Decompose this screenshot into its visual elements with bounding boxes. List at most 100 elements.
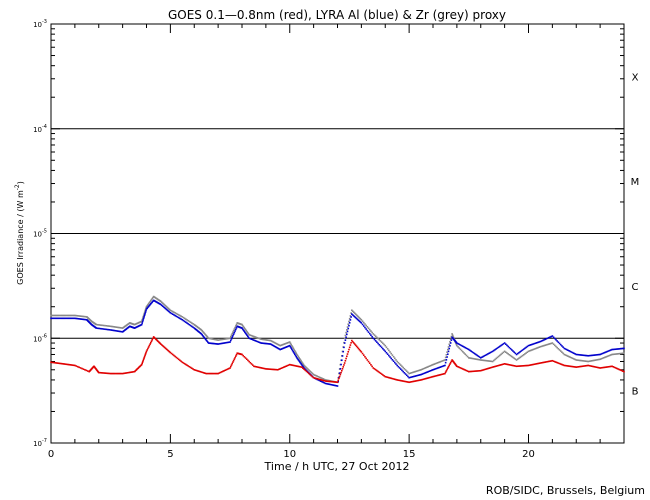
series-point (146, 349, 149, 351)
series-point (551, 359, 554, 362)
series-point (446, 356, 448, 358)
series-point (343, 364, 345, 366)
series-point (202, 334, 204, 337)
series-point (160, 301, 163, 304)
series-point (607, 350, 610, 352)
series-point (232, 333, 235, 335)
series-point (493, 366, 495, 368)
series-point (596, 358, 599, 361)
series-point (457, 366, 459, 368)
series-point (56, 314, 58, 317)
series-point (343, 337, 346, 340)
series-point (278, 344, 281, 346)
series-point (607, 365, 610, 368)
series-point (181, 319, 184, 321)
series-point (514, 358, 517, 360)
series-point (303, 367, 305, 369)
series-point (216, 339, 218, 341)
series-point (468, 348, 470, 351)
series-point (84, 318, 87, 321)
series-point (272, 341, 275, 343)
series-point (229, 335, 232, 338)
series-point (273, 368, 276, 371)
y-tick-label-base: 10 (33, 126, 42, 134)
series-point (142, 317, 145, 320)
series-point (203, 336, 206, 339)
series-point (346, 355, 348, 358)
series-point (579, 359, 581, 362)
series-point (485, 359, 488, 362)
series-point (124, 372, 126, 374)
series-point (287, 341, 289, 344)
series-point (488, 360, 490, 362)
series-point (301, 361, 303, 363)
series-point (396, 379, 398, 381)
series-point (448, 364, 451, 367)
series-point (507, 353, 510, 355)
series-point (309, 371, 312, 373)
series-point (567, 355, 569, 357)
series-point (404, 369, 407, 371)
series-point (292, 347, 295, 350)
series-point (567, 365, 569, 367)
series-point (583, 354, 586, 357)
series-point (199, 370, 202, 373)
series-point (298, 360, 300, 362)
series-point (502, 363, 505, 365)
series-point (216, 372, 218, 375)
series-point (348, 320, 350, 323)
series-point (231, 362, 234, 365)
series-point (265, 339, 267, 341)
series-point (420, 373, 422, 376)
series-point (501, 363, 504, 366)
series-point (293, 349, 296, 352)
series-point (524, 347, 526, 350)
series-point (433, 363, 435, 365)
series-point (180, 315, 182, 318)
series-point (607, 355, 610, 357)
series-point (260, 367, 262, 369)
series-point (399, 368, 402, 370)
series-point (380, 373, 383, 375)
series-point (257, 341, 260, 343)
series-point (180, 318, 182, 320)
series-point (218, 343, 221, 345)
series-point (58, 314, 61, 317)
series-point (349, 315, 352, 317)
series-point (143, 316, 145, 318)
series-point (58, 362, 61, 365)
series-point (203, 372, 205, 374)
series-point (432, 368, 434, 371)
series-point (63, 317, 65, 320)
x-tick-label: 5 (167, 449, 173, 460)
series-point (169, 351, 172, 354)
series-point (210, 372, 212, 375)
series-point (296, 353, 298, 356)
flare-class-label-m: M (631, 177, 640, 188)
series-point (373, 334, 376, 336)
series-point (594, 366, 597, 368)
series-point (348, 324, 350, 327)
series-point (248, 360, 250, 363)
series-point (438, 361, 440, 364)
series-point (247, 359, 249, 362)
series-point (62, 317, 64, 320)
series-point (479, 359, 482, 361)
series-point (502, 343, 505, 345)
series-point (140, 320, 143, 323)
series-point (466, 370, 469, 372)
series-point (547, 360, 550, 363)
series-point (362, 354, 365, 356)
series-point (361, 352, 364, 355)
series-point (181, 361, 184, 364)
series-point (166, 349, 169, 351)
y-tick-label-exponent: -4 (42, 124, 47, 130)
series-point (622, 370, 624, 372)
series-point (563, 347, 566, 350)
series-point (383, 343, 385, 346)
series-point (402, 380, 404, 382)
series-point (456, 365, 458, 368)
series-point (397, 361, 400, 364)
series-point (442, 365, 445, 367)
y-tick-label: 10-6 (33, 333, 47, 343)
